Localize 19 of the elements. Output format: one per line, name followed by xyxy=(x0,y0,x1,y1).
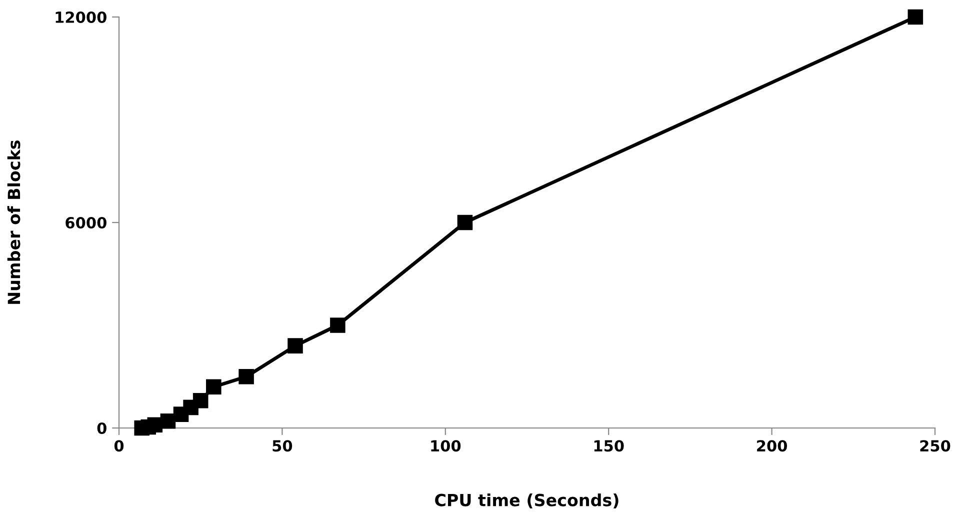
point xyxy=(457,214,473,230)
x-tick-label: 200 xyxy=(757,440,788,452)
point xyxy=(160,414,176,429)
y-axis-title: Number of Blocks xyxy=(7,140,20,304)
y-tick-label: 12000 xyxy=(56,11,106,24)
point xyxy=(908,9,924,25)
x-tick-label: 0 xyxy=(114,440,124,452)
x-tick-label: 250 xyxy=(920,440,950,452)
point xyxy=(206,379,222,395)
point xyxy=(330,318,346,333)
y-tick-label: 0 xyxy=(97,422,106,434)
point xyxy=(288,338,303,354)
y-tick-label: 6000 xyxy=(66,216,106,229)
x-tick-label: 150 xyxy=(594,440,624,452)
x-tick-label: 100 xyxy=(431,440,461,452)
x-tick-label: 50 xyxy=(272,440,292,452)
point xyxy=(192,392,208,408)
x-axis-title: CPU time (Seconds) xyxy=(435,493,618,508)
point xyxy=(238,368,254,384)
